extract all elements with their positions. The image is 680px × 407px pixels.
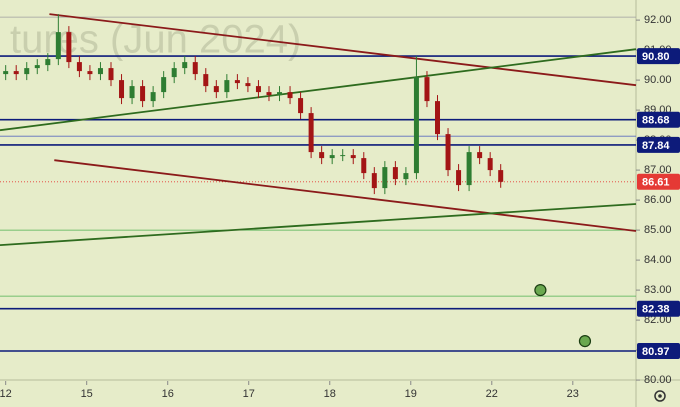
candle-body [24, 68, 30, 75]
candle-body [213, 86, 219, 93]
x-tick-label: 12 [0, 388, 12, 400]
candle-body [350, 155, 356, 159]
y-tick-label: 85.00 [644, 224, 672, 236]
candle-body [445, 134, 451, 171]
marker [578, 335, 592, 348]
candle-body [477, 152, 483, 159]
trend-line [49, 13, 637, 87]
x-tick-label: 19 [405, 388, 417, 400]
price-badge [637, 111, 680, 128]
y-tick-label: 80.00 [644, 374, 672, 386]
settings-icon[interactable] [654, 390, 666, 402]
candle-body [45, 59, 51, 66]
candle-body [266, 92, 272, 96]
price-badge [637, 48, 680, 65]
candle-body [487, 158, 493, 171]
candle-body [371, 173, 377, 189]
candle-body [224, 80, 230, 93]
candle-body [76, 62, 82, 72]
candle-body [203, 74, 209, 87]
candle-body [234, 80, 240, 84]
y-tick-label: 82.00 [644, 314, 672, 326]
price-badge-label: 90.80 [642, 51, 670, 63]
candle-body [319, 152, 325, 159]
candle-body [3, 71, 9, 75]
candle-body [413, 77, 419, 174]
candle-body [424, 77, 430, 102]
x-tick-label: 23 [567, 388, 579, 400]
candle-body [287, 92, 293, 99]
x-tick-label: 17 [243, 388, 255, 400]
candle-body [466, 152, 472, 186]
candle-body [498, 170, 504, 182]
price-badge [637, 136, 680, 153]
candle-body [456, 170, 462, 186]
candle-body [150, 92, 156, 102]
candle-body [34, 65, 40, 69]
x-tick-label: 18 [324, 388, 336, 400]
price-badge-label: 86.61 [642, 177, 670, 189]
candle-body [403, 173, 409, 180]
candle-body [129, 86, 135, 99]
y-tick-label: 87.00 [644, 164, 672, 176]
candle-body [308, 113, 314, 153]
candle-body [171, 68, 177, 78]
x-tick-label: 15 [81, 388, 93, 400]
candle-body [298, 98, 304, 114]
price-badge-label: 82.38 [642, 304, 670, 316]
y-tick-label: 90.00 [644, 74, 672, 86]
candle-body [277, 92, 283, 96]
candle-body [392, 167, 398, 180]
y-tick-label: 92.00 [644, 14, 672, 26]
candle-body [55, 32, 61, 60]
candle-body [97, 68, 103, 75]
x-tick-label: 22 [486, 388, 498, 400]
y-tick-label: 83.00 [644, 284, 672, 296]
price-badge-label: 80.97 [642, 346, 670, 358]
price-badge [637, 173, 680, 190]
candle-body [108, 68, 114, 81]
candle-body [119, 80, 125, 99]
candle-body [329, 155, 335, 159]
y-tick-label: 86.00 [644, 194, 672, 206]
trend-line [0, 203, 637, 246]
candle-body [382, 167, 388, 189]
candle-body [245, 83, 251, 87]
candle-body [66, 32, 72, 63]
marker [534, 284, 547, 297]
candle-body [182, 62, 188, 69]
candle-body [140, 86, 146, 102]
y-tick-label: 84.00 [644, 254, 672, 266]
candle-body [435, 101, 441, 135]
candle-body [192, 62, 198, 75]
price-badge-label: 87.84 [642, 140, 670, 152]
candle-body [255, 86, 261, 93]
candle-body [13, 71, 19, 75]
candle-body [340, 155, 346, 157]
price-badge-label: 88.68 [642, 115, 670, 127]
x-tick-label: 16 [162, 388, 174, 400]
trend-line [54, 159, 637, 232]
price-badge [637, 343, 680, 359]
candle-body [87, 71, 93, 75]
candle-body [361, 158, 367, 174]
price-badge [637, 300, 680, 317]
candle-body [161, 77, 167, 93]
trend-line [0, 48, 637, 132]
